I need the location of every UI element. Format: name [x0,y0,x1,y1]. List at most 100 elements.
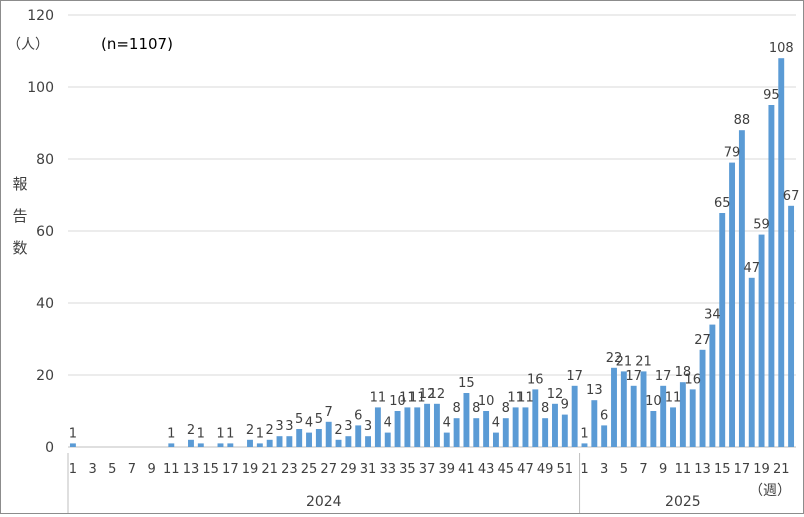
bar [699,349,706,447]
bar [758,234,765,447]
data-label: 67 [783,189,800,204]
x-tick-label: 11 [675,462,692,477]
bar [414,407,421,447]
bar [788,205,795,447]
data-label: 22 [606,351,623,366]
data-label: 3 [344,419,352,434]
data-label: 10 [389,394,406,409]
bar [315,429,322,447]
gridlines [68,14,796,448]
bar [355,425,362,447]
bar [276,436,283,447]
bar [650,411,657,447]
data-label: 2 [246,423,254,438]
bar [591,400,598,447]
x-tick-label: 19 [242,462,259,477]
y-axis-unit: （人） [7,37,49,53]
x-tick-label: 9 [659,462,667,477]
x-tick-label: 25 [301,462,318,477]
bar [738,130,745,447]
bar [729,162,736,447]
x-tick-label: 39 [438,462,455,477]
data-label: 6 [354,408,362,423]
bar [217,443,224,447]
data-label: 4 [305,416,313,431]
data-label: 2 [266,423,274,438]
x-tick-label: 41 [458,462,475,477]
x-tick-label: 17 [734,462,751,477]
bar [670,407,676,447]
data-label: 1 [167,426,175,441]
y-axis-label-char: 報 [12,175,27,193]
x-tick-label: 3 [600,462,608,477]
x-tick-label: 31 [360,462,377,477]
x-tick-label: 15 [202,462,219,477]
x-tick-label: 19 [753,462,770,477]
bar [611,367,617,447]
data-label: 47 [743,261,760,276]
bar [365,436,372,447]
data-label: 8 [502,401,510,416]
data-label: 17 [625,369,642,384]
data-label: 8 [472,401,480,416]
x-tick-label: 35 [399,462,416,477]
x-tick-label: 21 [261,462,278,477]
bar [404,407,411,447]
x-tick-label: 45 [498,462,515,477]
x-axis-unit: （週） [749,483,791,499]
data-label: 4 [443,416,451,431]
x-tick-label: 1 [69,462,77,477]
y-tick-label: 20 [36,368,54,384]
y-axis-label-char: 数 [12,239,27,257]
data-label: 2 [187,423,195,438]
data-label: 3 [285,419,293,434]
data-label: 95 [763,88,780,103]
data-label: 13 [586,383,603,398]
bar [719,213,726,447]
bar [748,277,755,447]
data-label: 11 [399,390,416,405]
bar [266,439,273,447]
x-tick-label: 29 [340,462,357,477]
data-label: 1 [216,426,224,441]
y-axis-label: 報告数 [12,175,27,257]
data-label: 108 [769,41,794,56]
data-labels: 1 1 2 1 1 1 2 1 2 3 3 5 4 5 72 363114101111121248158104… [69,41,800,441]
bar [345,436,352,447]
y-tick-label: 80 [36,152,54,168]
bar [197,443,204,447]
x-tick-label: 5 [620,462,628,477]
x-tick-label: 33 [379,462,396,477]
year-label: 2025 [665,494,701,510]
bar [188,439,194,447]
bar [542,418,549,447]
x-tick-label: 49 [537,462,554,477]
x-tick-label: 15 [714,462,731,477]
sample-size-annotation: (n=1107) [101,35,173,53]
bar [227,443,234,447]
data-label: 5 [315,412,323,427]
bar [394,411,401,447]
y-tick-label: 40 [36,296,54,312]
bar [69,443,76,447]
bar [640,371,647,447]
bar [473,418,480,447]
data-label: 8 [452,401,460,416]
data-label: 12 [547,387,564,402]
bar [630,385,637,447]
data-label: 17 [655,369,672,384]
data-label: 11 [665,390,682,405]
data-label: 16 [684,372,701,387]
data-label: 3 [364,419,372,434]
data-label: 21 [616,354,633,369]
data-label: 3 [275,419,283,434]
bar [168,443,175,447]
bar [306,432,312,447]
y-tick-label: 0 [45,440,54,456]
data-label: 5 [295,412,303,427]
data-label: 18 [675,365,692,380]
x-tick-label: 7 [128,462,136,477]
x-tick-label: 13 [694,462,711,477]
bar [247,439,253,447]
